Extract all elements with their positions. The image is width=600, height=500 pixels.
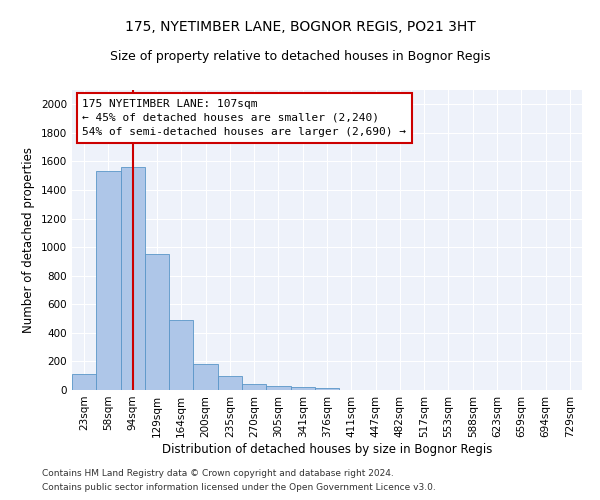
- Bar: [242, 384, 266, 390]
- Bar: [266, 386, 290, 390]
- Text: 175 NYETIMBER LANE: 107sqm
← 45% of detached houses are smaller (2,240)
54% of s: 175 NYETIMBER LANE: 107sqm ← 45% of deta…: [82, 99, 406, 137]
- Text: 175, NYETIMBER LANE, BOGNOR REGIS, PO21 3HT: 175, NYETIMBER LANE, BOGNOR REGIS, PO21 …: [125, 20, 475, 34]
- Text: Contains HM Land Registry data © Crown copyright and database right 2024.: Contains HM Land Registry data © Crown c…: [42, 468, 394, 477]
- Bar: [121, 167, 145, 390]
- Bar: [218, 376, 242, 390]
- Bar: [315, 388, 339, 390]
- Bar: [145, 254, 169, 390]
- Bar: [96, 172, 121, 390]
- Text: Contains public sector information licensed under the Open Government Licence v3: Contains public sector information licen…: [42, 484, 436, 492]
- Bar: [193, 364, 218, 390]
- Y-axis label: Number of detached properties: Number of detached properties: [22, 147, 35, 333]
- Bar: [290, 387, 315, 390]
- Bar: [72, 374, 96, 390]
- X-axis label: Distribution of detached houses by size in Bognor Regis: Distribution of detached houses by size …: [162, 442, 492, 456]
- Text: Size of property relative to detached houses in Bognor Regis: Size of property relative to detached ho…: [110, 50, 490, 63]
- Bar: [169, 320, 193, 390]
